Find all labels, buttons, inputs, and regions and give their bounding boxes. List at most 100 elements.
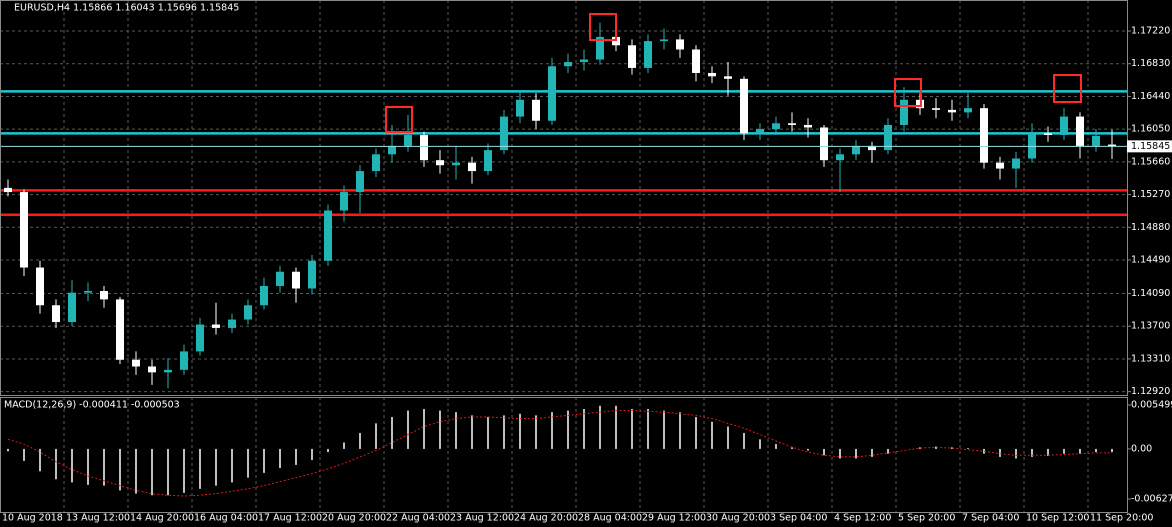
candle-body: [276, 271, 284, 286]
highlight-box: [894, 78, 922, 107]
x-tick-label: 23 Aug 12:00: [450, 513, 514, 524]
price-label: 1.15845: [1131, 141, 1170, 152]
candle-body: [580, 59, 588, 63]
x-tick-label: 22 Aug 04:00: [386, 513, 450, 524]
candle-body: [356, 171, 364, 193]
candle-body: [820, 127, 828, 161]
candle-body: [724, 76, 732, 79]
candle-body: [692, 49, 700, 73]
candle-body: [756, 129, 764, 134]
candle-body: [340, 192, 348, 211]
candle-body: [404, 135, 412, 146]
candle-body: [116, 299, 124, 360]
x-tick-label: 24 Aug 20:00: [514, 513, 578, 524]
candle-body: [20, 192, 28, 268]
price-label-box: [1127, 140, 1172, 153]
candle-body: [84, 291, 92, 293]
y-tick-label: 1.13310: [1131, 353, 1170, 364]
y-tick-label: 1.15270: [1131, 189, 1170, 200]
candle-body: [788, 123, 796, 125]
candle-body: [420, 135, 428, 161]
y-tick-label: 1.17220: [1131, 26, 1170, 37]
x-tick-label: 11 Sep 20:00: [1090, 513, 1153, 524]
candle-body: [740, 78, 748, 134]
candle-body: [484, 150, 492, 172]
candle-body: [4, 187, 12, 193]
x-tick-label: 5 Sep 20:00: [898, 513, 955, 524]
candle-body: [164, 369, 172, 373]
candle-body: [836, 154, 844, 161]
candle-body: [468, 162, 476, 172]
candle-body: [804, 124, 812, 128]
x-tick-label: 3 Sep 04:00: [770, 513, 827, 524]
candle-body: [852, 145, 860, 155]
candle-body: [132, 359, 140, 367]
candle-body: [900, 99, 908, 125]
candle-body: [1076, 116, 1084, 146]
candle-body: [628, 45, 636, 68]
candle-body: [260, 285, 268, 306]
y-tick-label: 1.16440: [1131, 91, 1170, 102]
candle-body: [884, 124, 892, 151]
x-tick-label: 29 Aug 12:00: [642, 513, 706, 524]
candle-body: [964, 108, 972, 113]
candle-body: [676, 39, 684, 50]
x-tick-label: 7 Sep 04:00: [962, 513, 1019, 524]
candle-body: [1012, 158, 1020, 169]
candle-body: [452, 162, 460, 166]
x-tick-label: 10 Sep 12:00: [1026, 513, 1089, 524]
candle-body: [612, 36, 620, 46]
y-tick-label: 1.14490: [1131, 254, 1170, 265]
macd-frame: [0, 397, 1128, 513]
y-tick-label: 1.16830: [1131, 58, 1170, 69]
candle-body: [1044, 133, 1052, 136]
y-tick-label: 1.14880: [1131, 222, 1170, 233]
y-tick-label: 1.15660: [1131, 156, 1170, 167]
y-tick-label: 1.13700: [1131, 321, 1170, 332]
highlight-box: [385, 106, 413, 133]
candle-body: [436, 160, 444, 166]
signal-line: [7, 410, 1113, 497]
candle-body: [52, 305, 60, 323]
candle-body: [532, 99, 540, 121]
grid: [0, 0, 1131, 512]
chart-title: EURUSD,H4 1.15866 1.16043 1.15696 1.1584…: [14, 3, 239, 14]
x-tick-label: 10 Aug 2018: [2, 513, 63, 524]
x-tick-label: 28 Aug 04:00: [578, 513, 642, 524]
highlight-box: [589, 13, 617, 41]
x-tick-label: 16 Aug 04:00: [194, 513, 258, 524]
candle-body: [500, 116, 508, 151]
candle-body: [1060, 116, 1068, 136]
candle-body: [292, 271, 300, 289]
candle-body: [244, 305, 252, 320]
candle-body: [660, 39, 668, 42]
y-tick-label: 1.12920: [1131, 386, 1170, 397]
candle-body: [1108, 144, 1116, 147]
annotations: [385, 13, 1082, 133]
x-tick-label: 20 Aug 20:00: [322, 513, 386, 524]
candle-body: [308, 260, 316, 289]
candle-body: [868, 145, 876, 151]
candle-body: [148, 366, 156, 373]
x-tick-label: 4 Sep 12:00: [834, 513, 891, 524]
candle-body: [980, 108, 988, 163]
highlight-box: [1053, 74, 1082, 103]
candle-body: [196, 324, 204, 352]
marks: [0, 22, 1127, 497]
candle-body: [948, 109, 956, 113]
candle-body: [388, 145, 396, 155]
candle-body: [564, 62, 572, 67]
candle-body: [324, 210, 332, 261]
y-tick-label: 1.14090: [1131, 288, 1170, 299]
candle-body: [212, 324, 220, 328]
x-tick-label: 30 Aug 20:00: [706, 513, 770, 524]
y-tick-label: 0.00: [1131, 443, 1152, 454]
candle-body: [996, 162, 1004, 169]
candle-body: [100, 291, 108, 300]
candle-body: [36, 267, 44, 306]
candle-body: [932, 108, 940, 110]
main-frame: [0, 0, 1128, 396]
candle-body: [548, 66, 556, 121]
